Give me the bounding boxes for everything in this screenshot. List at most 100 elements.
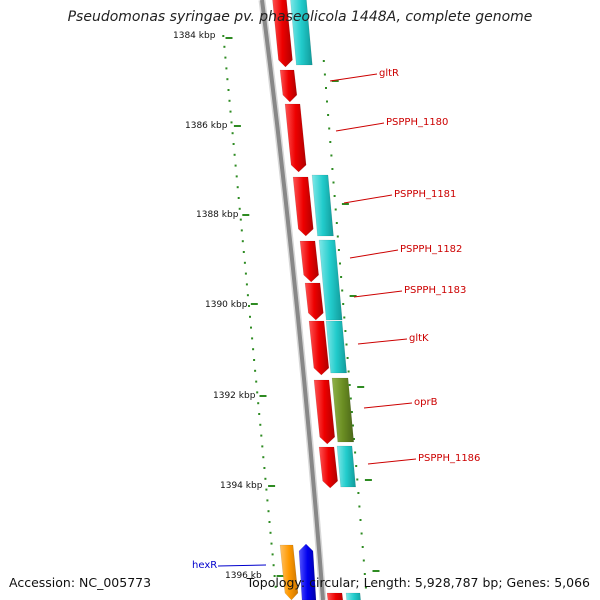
cds-arrow-top — [272, 0, 293, 68]
minor-tick — [245, 283, 248, 286]
axis-label-1386: 1386 kbp — [185, 121, 228, 131]
genome-backbone — [258, 0, 327, 600]
minor-tick — [269, 531, 272, 534]
minor-tick — [237, 197, 240, 199]
gene-label-gltK[interactable]: gltK — [409, 333, 429, 344]
minor-tick — [227, 89, 230, 91]
minor-tick — [222, 35, 225, 37]
major-tick — [372, 570, 380, 572]
leader-line — [367, 458, 417, 465]
minor-tick — [345, 343, 348, 346]
gene-box-pspph-1182-1183 — [318, 239, 343, 321]
minor-tick — [263, 467, 266, 469]
minor-tick — [244, 272, 247, 275]
major-tick — [331, 80, 339, 82]
leader-line-hexR — [217, 564, 267, 567]
minor-tick — [334, 208, 337, 211]
gene-box-gltK — [325, 320, 347, 374]
minor-tick — [241, 240, 244, 243]
minor-tick — [232, 143, 235, 145]
major-tick — [233, 125, 241, 127]
leader-line — [349, 249, 399, 259]
minor-tick — [257, 402, 260, 405]
minor-tick — [360, 532, 363, 535]
minor-tick — [242, 251, 245, 253]
cds-arrow-bottom — [326, 592, 344, 600]
minor-tick — [336, 235, 339, 238]
minor-tick — [322, 60, 325, 62]
minor-tick — [347, 370, 350, 373]
minor-tick — [353, 438, 355, 440]
minor-tick — [328, 127, 331, 130]
accession-text: Accession: NC_005773 — [9, 575, 152, 590]
minor-tick — [333, 195, 336, 197]
minor-tick — [225, 67, 228, 70]
gene-label-pspph-1183[interactable]: PSPPH_1183 — [404, 285, 467, 296]
minor-tick — [339, 262, 341, 265]
major-tick — [364, 479, 372, 481]
label-leader-lines — [217, 73, 417, 567]
minor-tick — [248, 305, 250, 307]
gene-arrow-hexR-orange — [279, 544, 299, 600]
minor-tick — [223, 45, 226, 48]
genome-summary-text: Topology: circular; Length: 5,928,787 bp… — [246, 575, 590, 590]
minor-tick — [326, 100, 328, 103]
minor-tick — [233, 153, 236, 156]
gene-label-oprB[interactable]: oprB — [414, 397, 438, 408]
minor-tick — [359, 519, 362, 521]
minor-tick — [340, 276, 343, 278]
axis-label-1396: 1396 kb — [225, 571, 262, 581]
leader-line — [353, 290, 403, 298]
minor-tick — [240, 229, 243, 232]
gene-label-gltR[interactable]: gltR — [379, 68, 399, 79]
gene-label-pspph-1181[interactable]: PSPPH_1181 — [394, 189, 457, 200]
gene-box-pspph-1181 — [311, 174, 334, 237]
minor-tick — [331, 168, 334, 170]
minor-tick — [348, 384, 351, 386]
minor-tick — [274, 585, 277, 588]
leader-line — [363, 402, 413, 409]
minor-tick — [363, 573, 366, 575]
cds-arrow-pspph-1183 — [304, 282, 324, 321]
minor-tick — [341, 289, 344, 292]
minor-tick — [235, 175, 238, 178]
major-tick — [357, 386, 365, 388]
leader-line — [335, 122, 385, 132]
minor-tick — [323, 73, 326, 76]
minor-tick — [356, 478, 359, 481]
minor-tick — [272, 564, 275, 567]
minor-tick — [350, 411, 353, 413]
major-tick — [349, 295, 357, 297]
cds-arrow-oprB — [313, 379, 336, 445]
minor-tick — [262, 456, 265, 459]
cds-arrow-gltR — [279, 69, 298, 103]
leader-line — [343, 194, 393, 204]
gene-label-pspph-1182[interactable]: PSPPH_1182 — [400, 244, 463, 255]
axis-label-1384: 1384 kbp — [173, 31, 216, 41]
minor-tick — [229, 110, 232, 113]
gene-label-pspph-1180[interactable]: PSPPH_1180 — [386, 117, 449, 128]
minor-tick — [327, 114, 330, 116]
major-tick — [259, 395, 267, 397]
cds-arrow-pspph-1180 — [284, 103, 307, 173]
minor-tick — [342, 303, 345, 305]
cds-arrow-pspph-1181 — [292, 176, 314, 237]
minor-tick — [346, 357, 349, 359]
minor-tick — [337, 249, 340, 251]
minor-tick — [226, 78, 229, 81]
minor-tick — [231, 132, 234, 135]
leader-line — [329, 73, 378, 82]
gene-box-bottom — [345, 592, 361, 600]
minor-tick — [271, 553, 274, 556]
minor-tick — [266, 499, 269, 502]
cds-arrow-gltK — [308, 320, 330, 376]
minor-tick — [357, 492, 360, 494]
minor-tick — [260, 434, 263, 437]
gene-label-pspph-1186[interactable]: PSPPH_1186 — [418, 453, 481, 464]
minor-tick — [352, 424, 354, 427]
minor-tick — [268, 521, 271, 523]
gene-label-hexR[interactable]: hexR — [192, 560, 218, 571]
minor-tick — [264, 477, 267, 480]
minor-tick — [246, 294, 249, 297]
